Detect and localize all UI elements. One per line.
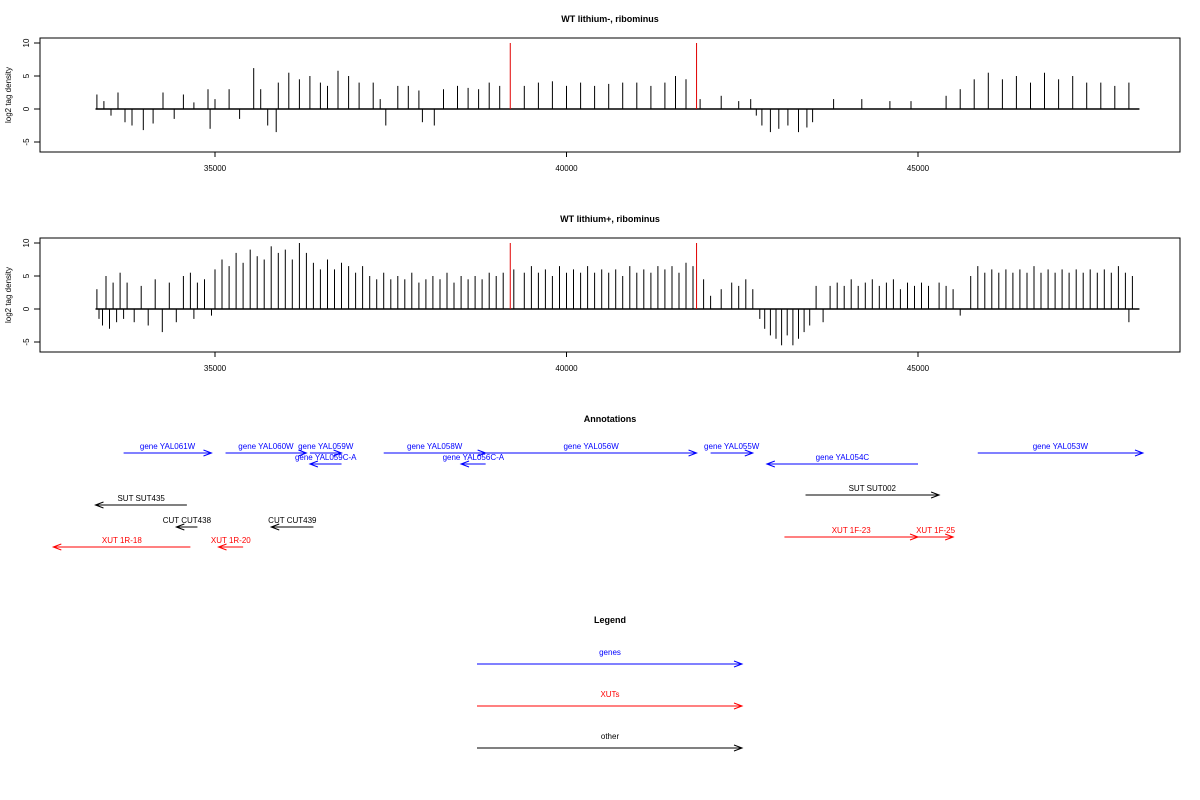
x-tick-label: 35000 xyxy=(204,164,227,173)
y-axis: -5 0 5 10 xyxy=(22,238,41,346)
feature-label: XUT 1F-23 xyxy=(832,526,872,535)
annotation-features: gene YAL061W gene YAL060W gene YAL059W gene… xyxy=(51,442,1145,551)
feature-label: gene YAL056C-A xyxy=(443,453,505,462)
feature-label: gene YAL058W xyxy=(407,442,463,451)
feature-arrow: gene YAL056W xyxy=(485,442,698,457)
marker-layer xyxy=(509,243,698,309)
y-axis-label: log2 tag density xyxy=(4,67,13,123)
feature-arrow: XUT 1F-25 xyxy=(916,526,956,541)
feature-label: gene YAL061W xyxy=(140,442,196,451)
feature-label: XUT 1R-20 xyxy=(211,536,251,545)
arrowhead xyxy=(733,660,744,668)
x-tick-label: 35000 xyxy=(204,364,227,373)
y-tick-label: -5 xyxy=(22,138,31,146)
arrowhead xyxy=(688,449,698,457)
panel-lithium-minus: WT lithium-, ribominus log2 tag density … xyxy=(4,14,1181,173)
feature-arrow: CUT CUT439 xyxy=(268,516,317,531)
plot-frame xyxy=(39,237,1181,353)
y-tick-label: 10 xyxy=(22,238,31,247)
arrowhead xyxy=(174,523,185,531)
panel-lithium-plus: WT lithium+, ribominus log2 tag density … xyxy=(4,214,1181,373)
legend-label: other xyxy=(601,732,620,741)
legend-items: genes XUTs other xyxy=(477,648,744,752)
feature-label: gene YAL059W xyxy=(298,442,354,451)
feature-arrow: SUT SUT435 xyxy=(94,494,187,509)
plot-frame xyxy=(39,37,1181,153)
arrowhead xyxy=(1134,449,1145,457)
feature-label: SUT SUT002 xyxy=(849,484,897,493)
feature-arrow: SUT SUT002 xyxy=(805,484,941,499)
bar-layer xyxy=(95,243,1140,346)
legend-item: XUTs xyxy=(477,690,744,710)
feature-arrow: XUT 1R-20 xyxy=(211,536,251,551)
feature-arrow: gene YAL061W xyxy=(123,442,213,457)
legend-label: genes xyxy=(599,648,621,657)
legend-item: genes xyxy=(477,648,744,668)
feature-arrow: gene YAL053W xyxy=(977,442,1145,457)
feature-arrow: XUT 1F-23 xyxy=(784,526,920,541)
x-tick-label: 45000 xyxy=(907,164,930,173)
legend: Legend genes XUTs other xyxy=(477,615,744,752)
feature-label: XUT 1R-18 xyxy=(102,536,142,545)
arrowhead xyxy=(733,702,744,710)
feature-label: gene YAL056W xyxy=(563,442,619,451)
panel-title: WT lithium-, ribominus xyxy=(561,14,659,24)
y-axis: -5 0 5 10 xyxy=(22,38,41,146)
y-tick-label: 0 xyxy=(22,106,31,111)
x-axis: 35000 40000 45000 xyxy=(204,152,930,173)
arrowhead xyxy=(944,533,955,541)
x-axis: 35000 40000 45000 xyxy=(204,352,930,373)
feature-label: gene YAL055W xyxy=(704,442,760,451)
x-tick-label: 45000 xyxy=(907,364,930,373)
feature-arrow: gene YAL054C xyxy=(765,453,918,468)
feature-label: gene YAL059C-A xyxy=(295,453,357,462)
annotations-title: Annotations xyxy=(584,414,637,424)
arrowhead xyxy=(333,449,343,457)
arrowhead xyxy=(733,744,744,752)
feature-label: CUT CUT438 xyxy=(163,516,212,525)
feature-label: SUT SUT435 xyxy=(117,494,165,503)
arrowhead xyxy=(765,460,776,468)
y-tick-label: -5 xyxy=(22,338,31,346)
arrowhead xyxy=(269,523,280,531)
feature-arrow: XUT 1R-18 xyxy=(51,536,191,551)
feature-arrow: gene YAL059W xyxy=(298,442,354,457)
arrowhead xyxy=(94,501,104,509)
bar-layer xyxy=(95,68,1140,133)
arrowhead xyxy=(459,460,470,468)
feature-label: CUT CUT439 xyxy=(268,516,317,525)
annotations-track: Annotations gene YAL061W gene YAL060W gene… xyxy=(51,414,1145,551)
feature-arrow: gene YAL055W xyxy=(704,442,760,457)
feature-label: XUT 1F-25 xyxy=(916,526,956,535)
arrowhead xyxy=(298,449,308,457)
panel-title: WT lithium+, ribominus xyxy=(560,214,660,224)
x-tick-label: 40000 xyxy=(555,364,578,373)
legend-label: XUTs xyxy=(600,690,619,699)
x-tick-label: 40000 xyxy=(555,164,578,173)
arrowhead xyxy=(51,543,62,551)
feature-arrow: CUT CUT438 xyxy=(163,516,212,531)
arrowhead xyxy=(217,543,227,551)
y-tick-label: 10 xyxy=(22,38,31,47)
y-tick-label: 5 xyxy=(22,73,31,78)
arrowhead xyxy=(744,449,755,457)
y-axis-label: log2 tag density xyxy=(4,267,13,323)
legend-title: Legend xyxy=(594,615,626,625)
arrowhead xyxy=(930,491,941,499)
legend-item: other xyxy=(477,732,744,752)
feature-label: gene YAL060W xyxy=(238,442,294,451)
feature-arrow: gene YAL056C-A xyxy=(443,453,505,468)
feature-arrow: gene YAL059C-A xyxy=(295,453,357,468)
y-tick-label: 0 xyxy=(22,306,31,311)
feature-label: gene YAL053W xyxy=(1033,442,1089,451)
arrowhead xyxy=(203,449,213,457)
feature-arrow: gene YAL060W xyxy=(225,442,308,457)
marker-layer xyxy=(509,43,698,109)
arrowhead xyxy=(308,460,319,468)
feature-label: gene YAL054C xyxy=(816,453,870,462)
y-tick-label: 5 xyxy=(22,273,31,278)
